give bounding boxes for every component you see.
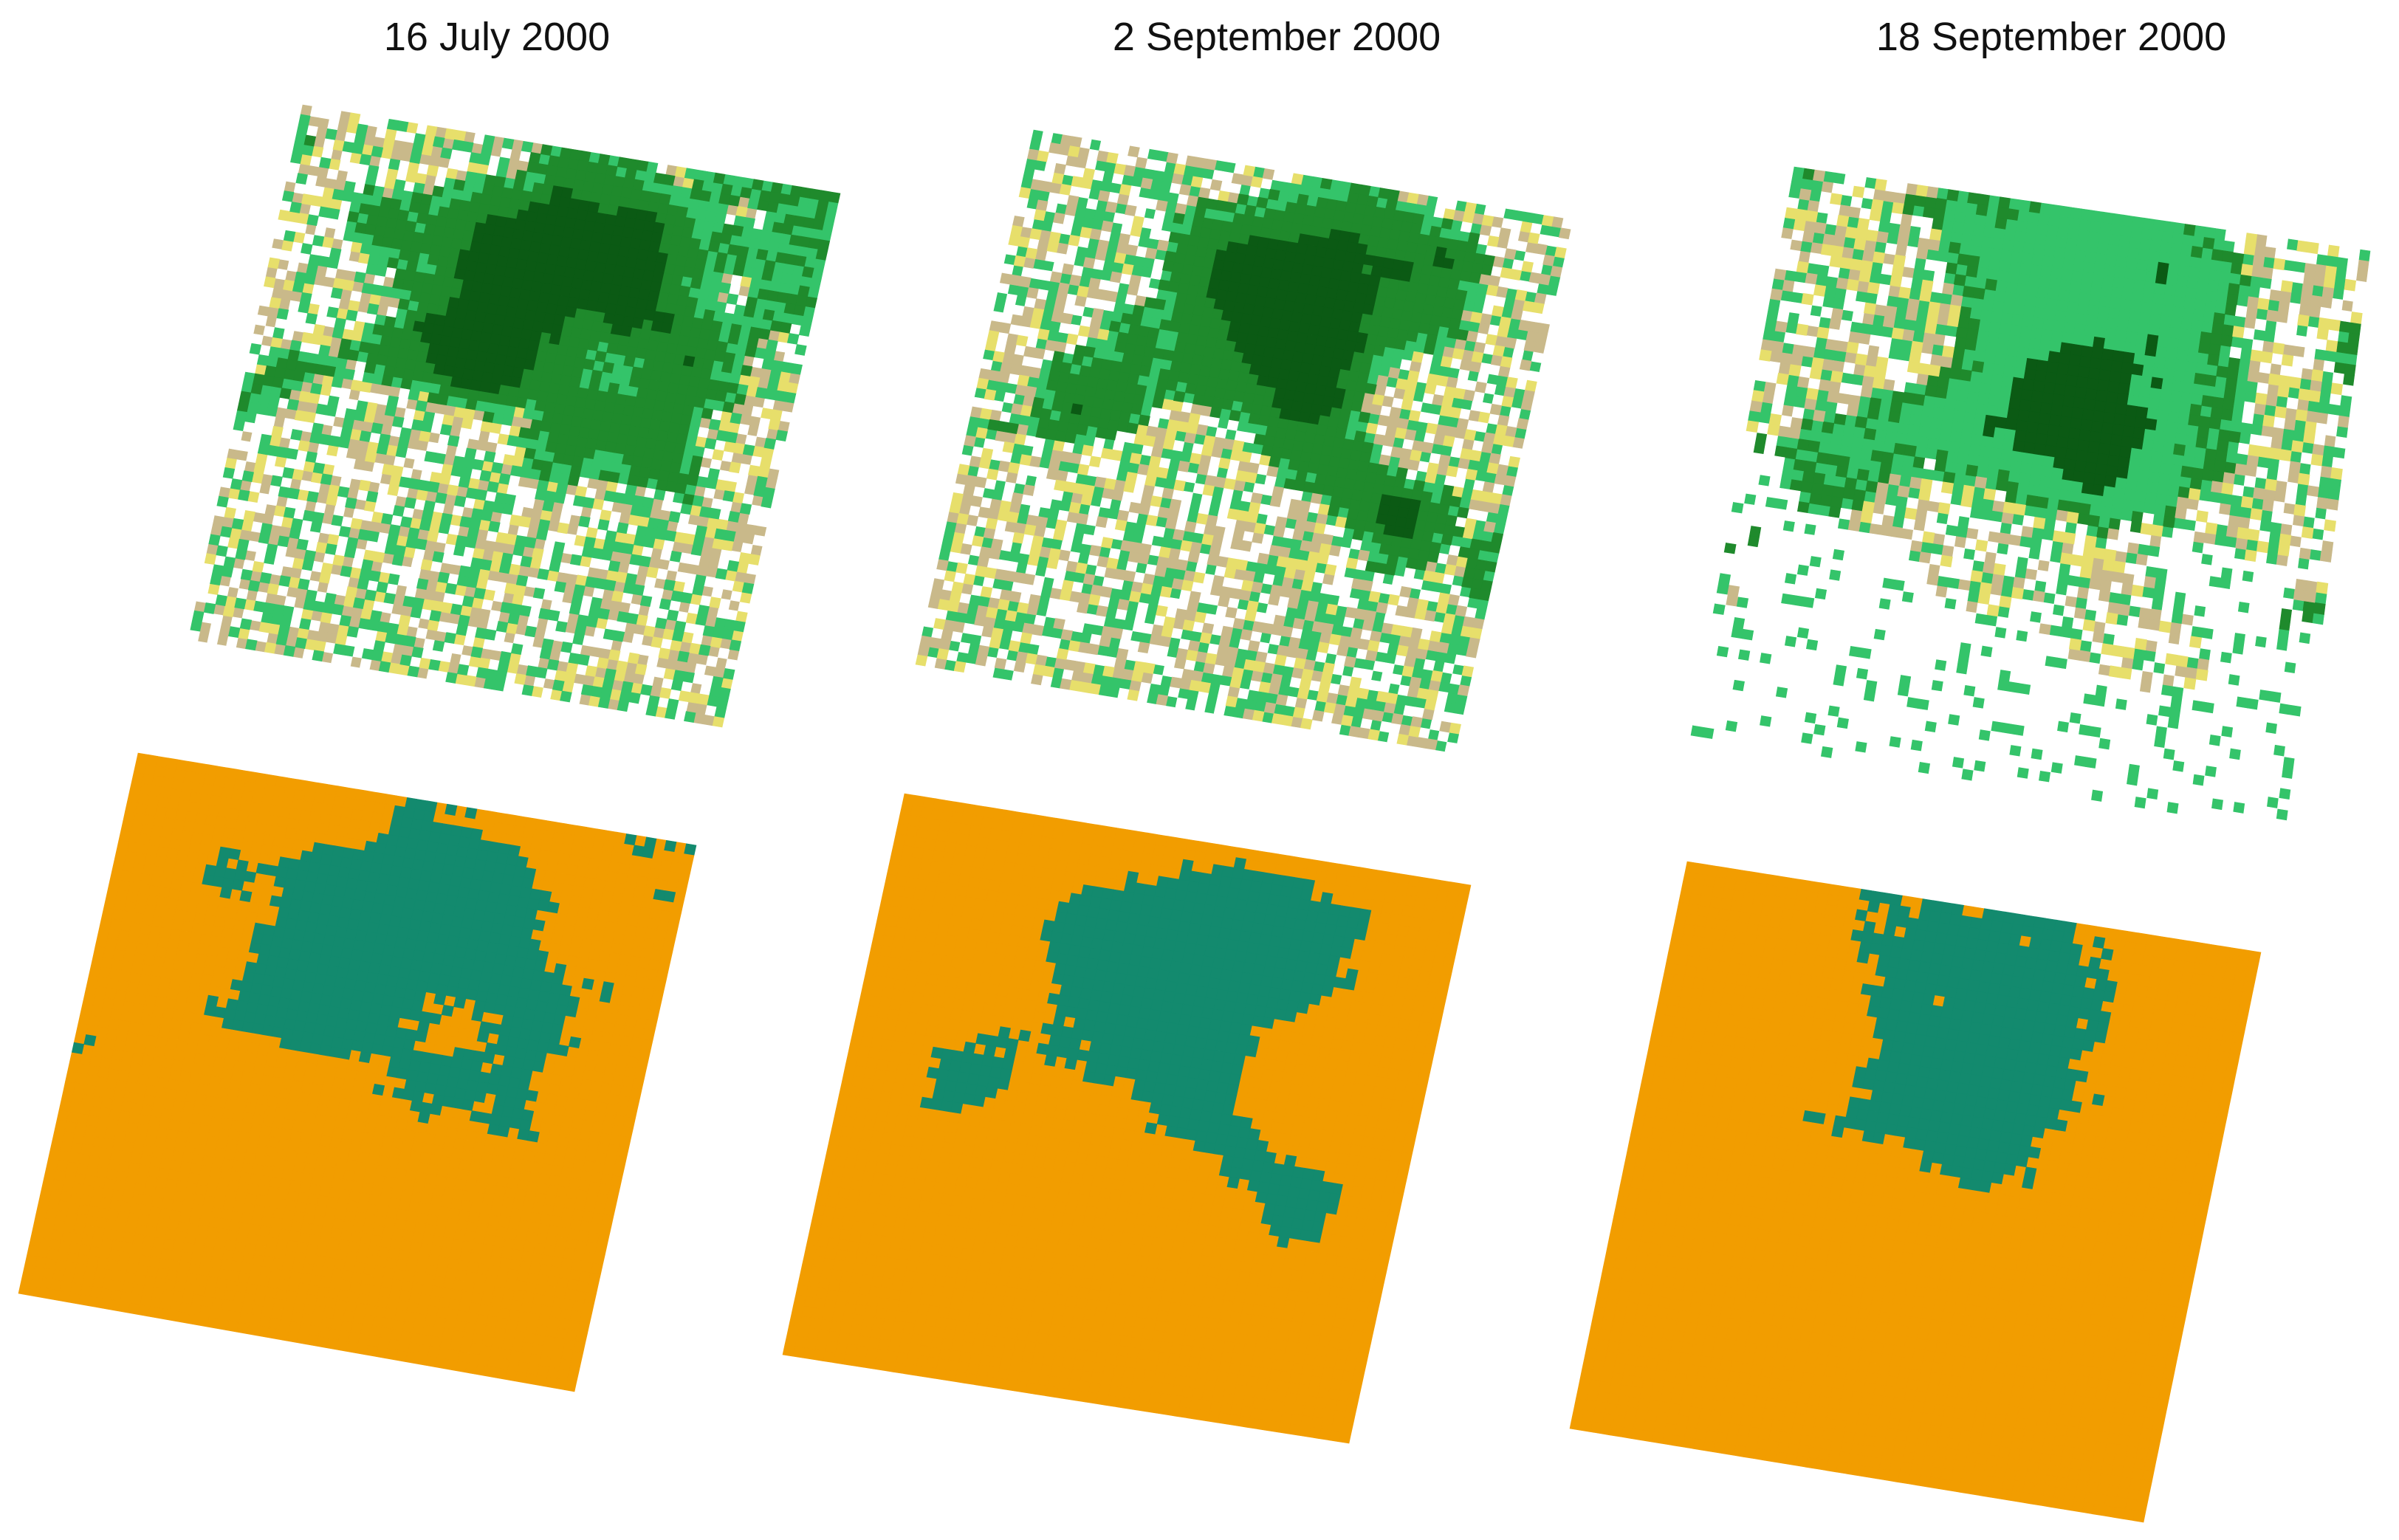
class-region-0 (18, 752, 695, 1392)
class-region-1 (1802, 888, 2118, 1193)
imagery-region-4 (1746, 178, 2363, 690)
class-region-0 (1569, 861, 2262, 1523)
imagery-region-5 (1071, 228, 1455, 540)
class-region-1 (919, 857, 1372, 1248)
imagery-region-5 (1983, 261, 2169, 497)
imagery-region-5 (412, 185, 696, 394)
panel-title-3: 18 September 2000 (1875, 15, 2227, 59)
class-region-1 (71, 797, 697, 1143)
class-region-0 (782, 793, 1472, 1444)
panel-title-2: 2 September 2000 (1112, 15, 1441, 59)
imagery-region-3 (915, 145, 1567, 746)
panel-title-1: 16 July 2000 (383, 15, 611, 59)
